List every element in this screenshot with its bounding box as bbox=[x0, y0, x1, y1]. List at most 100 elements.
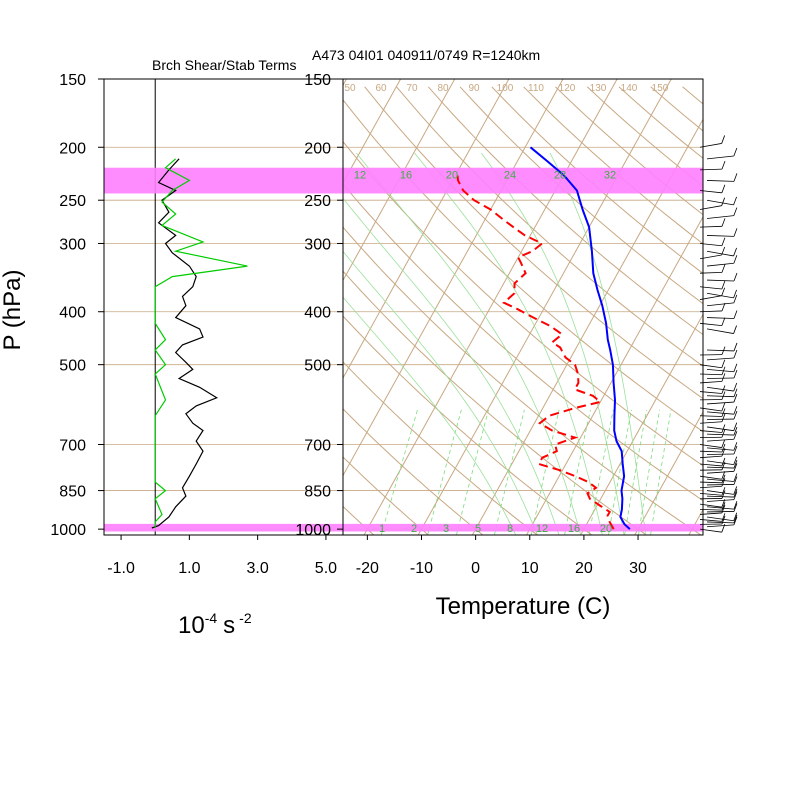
mixing-ratio-label: 1 bbox=[379, 523, 385, 535]
left-pressure-tick-label: 700 bbox=[59, 438, 86, 455]
wind-barb-flag bbox=[734, 442, 737, 450]
wind-barb bbox=[707, 434, 734, 435]
theta-label: 50 bbox=[344, 83, 356, 94]
wind-barb-flag bbox=[734, 255, 737, 263]
wind-barb-flag bbox=[734, 228, 737, 236]
dry-adiabat-line bbox=[206, 87, 647, 535]
moist-adiabat-line bbox=[357, 153, 581, 535]
wind-barb bbox=[707, 387, 734, 391]
mixing-ratio-label: 5 bbox=[475, 523, 481, 535]
wind-barb bbox=[707, 235, 734, 236]
dry-adiabat-line bbox=[142, 87, 537, 535]
theta-label: 140 bbox=[621, 83, 638, 94]
wind-barb-flag bbox=[734, 248, 737, 256]
wind-barb bbox=[707, 200, 734, 205]
wind-barb-flag bbox=[722, 218, 725, 226]
left-pressure-tick-label: 500 bbox=[59, 358, 86, 375]
wind-barb-flag bbox=[722, 238, 725, 246]
left-panel-title: Brch Shear/Stab Terms bbox=[152, 57, 296, 73]
left-pressure-tick-label: 850 bbox=[59, 484, 86, 501]
right-panel-title: A473 04I01 040911/0749 R=1240km bbox=[312, 47, 540, 63]
wind-barb-flag bbox=[734, 350, 737, 358]
wind-barb-flag bbox=[734, 197, 737, 205]
isotherm-line bbox=[743, 79, 800, 535]
shear-axis-exp1: -4 bbox=[205, 610, 218, 626]
isotherm-line bbox=[689, 79, 800, 535]
moist-adiabat-label: 32 bbox=[604, 169, 616, 181]
right-pressure-tick-label: 400 bbox=[304, 305, 331, 322]
theta-label: 110 bbox=[528, 83, 544, 94]
wind-barb bbox=[707, 496, 734, 497]
temperature-axis-label: Temperature (C) bbox=[436, 593, 611, 620]
wind-barb bbox=[707, 180, 734, 181]
right-pressure-tick-label: 300 bbox=[304, 236, 331, 253]
wind-barb bbox=[707, 427, 734, 431]
wind-barb bbox=[707, 448, 734, 450]
wind-barbs bbox=[700, 135, 737, 532]
moist-adiabat-line bbox=[233, 153, 516, 535]
wind-barb-flag bbox=[722, 264, 725, 272]
moist-adiabat-label: 12 bbox=[354, 169, 366, 181]
wind-barb bbox=[707, 350, 734, 351]
wind-barb-flag bbox=[722, 360, 725, 368]
temperature-tick-label: -10 bbox=[410, 560, 433, 577]
mixing-ratio-line bbox=[589, 410, 613, 535]
wind-barb bbox=[707, 491, 734, 495]
dry-adiabat-line bbox=[0, 87, 265, 535]
wind-barb-flag bbox=[734, 457, 737, 465]
wind-barb-flag bbox=[722, 198, 725, 206]
temperature-tick-label: 0 bbox=[471, 560, 480, 577]
wind-barb-flag bbox=[734, 208, 737, 216]
wind-barb-flag bbox=[734, 148, 737, 156]
mixing-ratio-line bbox=[565, 410, 591, 535]
left-pressure-tick-label: 300 bbox=[59, 236, 86, 253]
moist-adiabat-label: 24 bbox=[504, 169, 516, 181]
moist-adiabat-label: 16 bbox=[400, 169, 412, 181]
wind-barb bbox=[707, 471, 734, 473]
dry-adiabat-line bbox=[746, 87, 800, 535]
wind-barb bbox=[707, 358, 734, 360]
mixing-ratio-label: 20 bbox=[600, 523, 612, 535]
dry-adiabat-line bbox=[683, 87, 800, 535]
wind-barb bbox=[707, 461, 734, 465]
dry-adiabat-line bbox=[587, 87, 800, 535]
moist-adiabat-label: 20 bbox=[446, 169, 458, 181]
mixing-ratio-label: 8 bbox=[507, 523, 513, 535]
wind-barb-flag bbox=[722, 458, 725, 466]
left-pressure-tick-label: 150 bbox=[59, 72, 86, 89]
temperature-tick-label: 10 bbox=[521, 560, 539, 577]
shear-axis-unit: s bbox=[223, 612, 235, 639]
moist-adiabat-label: 28 bbox=[554, 169, 566, 181]
theta-label: 130 bbox=[590, 83, 607, 94]
wind-barb-flag bbox=[722, 185, 725, 193]
wind-barb-flag bbox=[722, 135, 725, 143]
mixing-ratio-label: 16 bbox=[568, 523, 580, 535]
dry-adiabat-line bbox=[269, 87, 755, 535]
right-pressure-tick-label: 700 bbox=[304, 438, 331, 455]
wind-barb bbox=[707, 439, 734, 441]
wind-barb-flag bbox=[734, 311, 737, 319]
wind-barb bbox=[707, 402, 734, 404]
right-pressure-tick-label: 1000 bbox=[295, 522, 331, 539]
dry-adiabat-line bbox=[397, 87, 800, 535]
wind-barb-flag bbox=[734, 431, 737, 439]
temperature-tick-label: -20 bbox=[356, 560, 379, 577]
mixing-ratio-label: 3 bbox=[443, 523, 449, 535]
wind-barb bbox=[707, 329, 734, 334]
left-x-tick-label: -1.0 bbox=[107, 560, 135, 577]
dry-adiabat-line bbox=[174, 87, 592, 535]
pressure-axis-label: P (hPa) bbox=[0, 270, 26, 351]
left-highlight-band bbox=[104, 168, 343, 194]
left-x-tick-label: 3.0 bbox=[247, 560, 269, 577]
wind-barb bbox=[707, 318, 734, 319]
mixing-ratio-label: 12 bbox=[536, 523, 548, 535]
theta-label: 60 bbox=[375, 83, 387, 94]
wind-barb-flag bbox=[734, 173, 737, 181]
shear-axis-base: 10 bbox=[178, 612, 205, 639]
right-pressure-tick-label: 850 bbox=[304, 484, 331, 501]
